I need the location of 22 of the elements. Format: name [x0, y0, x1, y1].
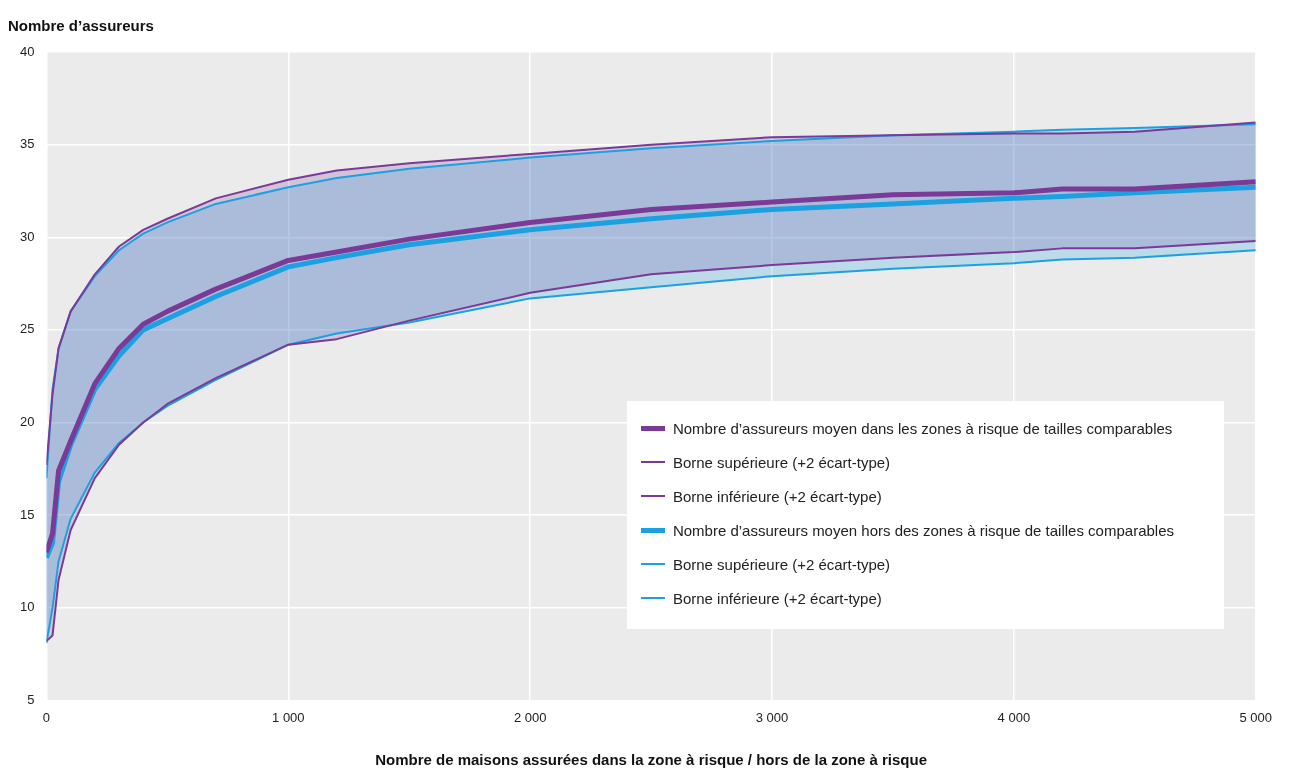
x-tick-label: 3 000	[755, 709, 789, 725]
legend-label: Nombre d’assureurs moyen hors des zones à risque de tailles comparables	[672, 521, 1174, 539]
y-tick-label: 35	[19, 136, 35, 152]
x-tick-label: 4 000	[997, 709, 1031, 725]
y-axis-title: Nombre d’assureurs	[8, 17, 154, 35]
x-tick-label: 1 000	[272, 709, 305, 725]
y-tick-label: 30	[19, 228, 35, 244]
y-tick-label: 10	[19, 599, 35, 615]
x-tick-label: 5 000	[1239, 709, 1273, 725]
x-axis-title: Nombre de maisons assurées dans la zone à risque / hors de la zone à risque	[375, 751, 928, 769]
legend-label: Nombre d’assureurs moyen dans les zones à risque de tailles comparables	[672, 419, 1173, 437]
legend-label: Borne supérieure (+2 écart-type)	[672, 555, 891, 573]
y-tick-label: 40	[19, 43, 35, 59]
x-tick-label: 0	[42, 709, 51, 725]
legend-label: Borne supérieure (+2 écart-type)	[672, 453, 891, 471]
legend-label: Borne inférieure (+2 écart-type)	[672, 487, 882, 505]
y-tick-label: 25	[19, 321, 35, 337]
y-tick-label: 5	[27, 691, 35, 707]
x-tick-label: 2 000	[513, 709, 547, 725]
y-tick-label: 15	[19, 506, 35, 522]
legend-label: Borne inférieure (+2 écart-type)	[672, 589, 882, 607]
y-tick-label: 20	[19, 414, 35, 430]
